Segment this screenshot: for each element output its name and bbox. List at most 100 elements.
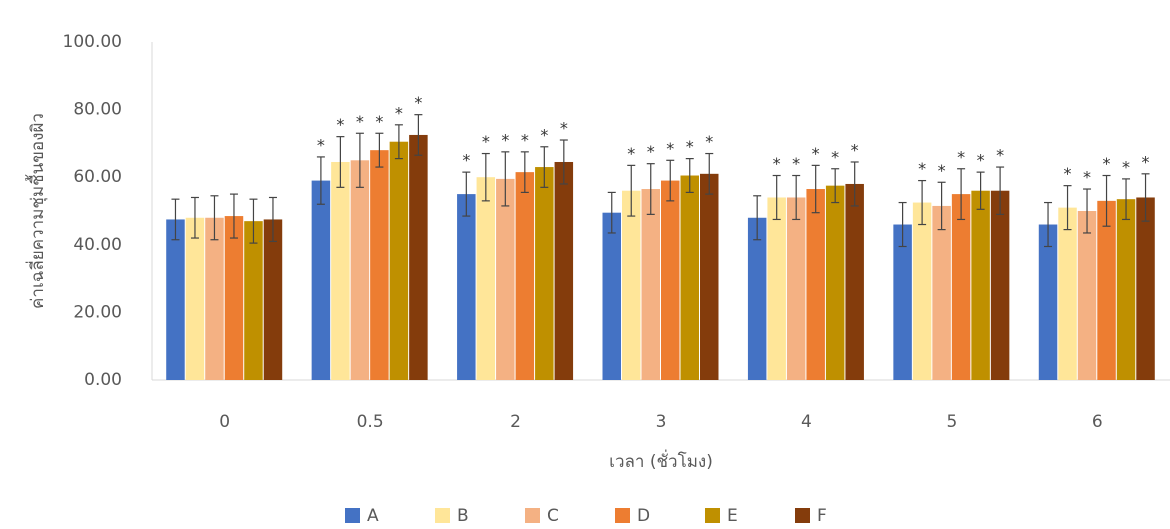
significance-mark: * (1103, 154, 1111, 173)
y-tick-label: 20.00 (73, 302, 122, 322)
legend-swatch (525, 508, 540, 523)
bar (952, 194, 971, 380)
legend-label: F (817, 506, 827, 526)
legend-label: A (367, 506, 379, 526)
bar (477, 177, 496, 380)
legend-swatch (435, 508, 450, 523)
legend-swatch (345, 508, 360, 523)
bar (390, 142, 409, 380)
bar (1136, 197, 1155, 380)
bar (264, 219, 283, 380)
significance-mark: * (395, 103, 403, 122)
bar (457, 194, 476, 380)
x-tick-label: 0 (219, 412, 230, 432)
x-tick-label: 0.5 (357, 412, 384, 432)
bar (603, 213, 622, 380)
y-tick-label: 60.00 (73, 167, 122, 187)
x-tick-label: 4 (801, 412, 812, 432)
chart: ค่าเฉลี่ยความชุ่มชื้นของผิว เวลา (ชั่วโม… (0, 0, 1170, 529)
significance-mark: * (812, 144, 820, 163)
bar (370, 150, 389, 380)
significance-mark: * (414, 93, 422, 112)
significance-mark: * (957, 147, 965, 166)
significance-mark: * (792, 154, 800, 173)
bar (622, 191, 641, 380)
bar (991, 191, 1010, 380)
legend-label: B (457, 506, 469, 526)
significance-mark: * (705, 132, 713, 151)
significance-mark: * (540, 125, 548, 144)
bar (971, 191, 990, 380)
bar (409, 135, 428, 380)
bar (225, 216, 244, 380)
significance-mark: * (317, 135, 325, 154)
bar (555, 162, 574, 380)
bar (681, 176, 700, 380)
x-tick-label: 5 (946, 412, 957, 432)
x-tick-label: 2 (510, 412, 521, 432)
y-tick-label: 80.00 (73, 100, 122, 120)
bar (826, 186, 845, 380)
bar (1078, 211, 1097, 380)
significance-mark: * (521, 130, 529, 149)
legend-label: E (727, 506, 738, 526)
bar (1097, 201, 1116, 380)
bar (700, 174, 719, 380)
x-tick-label: 6 (1092, 412, 1103, 432)
significance-mark: * (1142, 152, 1150, 171)
legend-label: C (547, 506, 559, 526)
significance-mark: * (560, 119, 568, 138)
significance-mark: * (375, 112, 383, 131)
bar (642, 189, 661, 380)
bar (893, 225, 912, 380)
significance-mark: * (336, 115, 344, 134)
bar (661, 181, 680, 380)
bar (913, 203, 932, 380)
legend-swatch (615, 508, 630, 523)
bar (1039, 225, 1058, 380)
y-tick-label: 0.00 (84, 370, 122, 390)
bar (331, 162, 350, 380)
legend-swatch (795, 508, 810, 523)
legend-label: D (637, 506, 650, 526)
significance-mark: * (996, 146, 1004, 165)
bar (205, 218, 224, 380)
x-tick-label: 3 (656, 412, 667, 432)
bar (166, 219, 185, 380)
significance-mark: * (1083, 168, 1091, 187)
legend-swatch (705, 508, 720, 523)
significance-mark: * (1122, 157, 1130, 176)
significance-mark: * (977, 151, 985, 170)
significance-mark: * (501, 130, 509, 149)
bar (1058, 208, 1077, 380)
bar (244, 221, 263, 380)
bar (535, 167, 554, 380)
bar (516, 172, 535, 380)
y-tick-label: 40.00 (73, 235, 122, 255)
significance-mark: * (938, 161, 946, 180)
significance-mark: * (356, 112, 364, 131)
significance-mark: * (773, 154, 781, 173)
y-tick-label: 100.00 (63, 32, 122, 52)
bar (312, 181, 331, 380)
significance-mark: * (627, 144, 635, 163)
bar (932, 206, 951, 380)
significance-mark: * (462, 151, 470, 170)
bar (351, 160, 370, 380)
bar (845, 184, 864, 380)
bar (186, 218, 205, 380)
significance-mark: * (686, 137, 694, 156)
significance-mark: * (851, 140, 859, 159)
bar (1117, 199, 1136, 380)
significance-mark: * (482, 132, 490, 151)
significance-mark: * (1064, 164, 1072, 183)
y-axis-title: ค่าเฉลี่ยความชุ่มชื้นของผิว (25, 113, 48, 309)
significance-mark: * (918, 159, 926, 178)
bar (767, 197, 786, 380)
significance-mark: * (831, 147, 839, 166)
significance-mark: * (647, 142, 655, 161)
significance-mark: * (666, 139, 674, 158)
x-axis-title: เวลา (ชั่วโมง) (609, 449, 713, 472)
bar (806, 189, 825, 380)
bar (496, 179, 514, 380)
